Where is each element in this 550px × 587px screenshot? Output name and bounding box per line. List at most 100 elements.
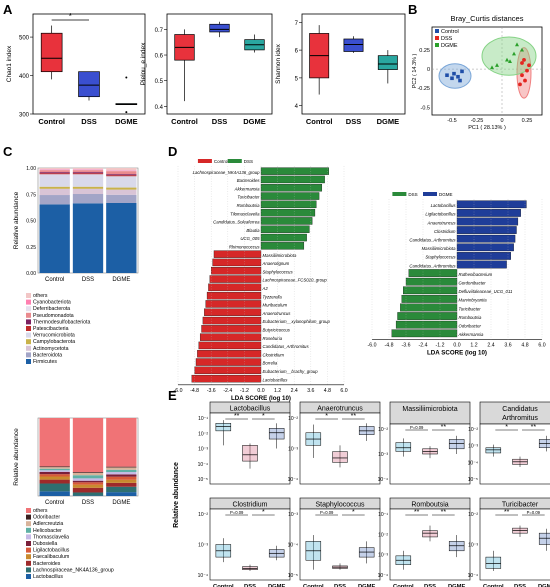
stack-segment bbox=[72, 186, 104, 189]
y-tick-label: 10⁻² bbox=[378, 532, 388, 538]
taxon-label: Defluviitaleaceae_UCG_011 bbox=[459, 289, 514, 294]
y-tick-label: 10⁻³ bbox=[378, 553, 388, 559]
lda-bar bbox=[397, 312, 458, 320]
stack-segment bbox=[72, 487, 104, 493]
panel-c-genus-stacked-bar: Control DSS DGME Relative abundance othersOd… bbox=[13, 417, 139, 580]
stack-segment bbox=[39, 466, 70, 468]
legend-label: Bacteroidota bbox=[33, 352, 62, 358]
point-control bbox=[450, 76, 454, 81]
legend-label: Lactobacillus bbox=[33, 574, 63, 580]
taxon-label: Blautia bbox=[246, 228, 260, 233]
stack-segment bbox=[39, 474, 70, 477]
stack-segment bbox=[72, 480, 104, 483]
x-tick-label: DGME bbox=[538, 584, 550, 587]
stack-segment bbox=[106, 168, 137, 171]
y-tick-label: 10⁻² bbox=[198, 512, 208, 518]
x-tick-label: -0.5 bbox=[447, 118, 456, 124]
legend-swatch bbox=[26, 521, 31, 527]
stack-segment bbox=[39, 470, 70, 472]
x-tick-label: Control bbox=[45, 277, 64, 283]
lda-bar bbox=[191, 374, 262, 383]
x-axis-label: LDA SCORE (log 10) bbox=[231, 395, 291, 402]
x-tick-label: 6.0 bbox=[340, 388, 347, 394]
significance-label: ** bbox=[441, 509, 447, 516]
panel-a-pielou-plot: 0.4 0.5 0.6 0.7 Control DSS DGME Pielou_e index bbox=[140, 13, 273, 126]
y-tick-label: 10⁻³ bbox=[198, 543, 208, 549]
y-tick-label: 10⁻⁴ bbox=[288, 543, 298, 549]
facet-title: Arthromitus bbox=[502, 415, 538, 422]
panel-e-genus-boxplots: Relative abundance Lactobacillus 10⁻¹ 10⁻² 1… bbox=[173, 401, 550, 587]
legend-label: Thomasclavelia bbox=[33, 534, 69, 540]
y-tick-label: 10⁻⁴ bbox=[378, 573, 388, 579]
taxon-label: Turicibacter bbox=[237, 195, 260, 200]
legend-label: Pseudomonadota bbox=[33, 313, 74, 319]
x-tick-label: Control bbox=[38, 117, 65, 126]
lda-bar bbox=[260, 200, 317, 209]
y-tick-label: 0 bbox=[427, 67, 430, 73]
x-tick-label: Control bbox=[303, 584, 324, 587]
taxon-label: Muribaculum bbox=[263, 303, 288, 308]
legend-swatch bbox=[26, 332, 31, 338]
stack-segment bbox=[106, 187, 137, 190]
box-dgme bbox=[377, 55, 398, 70]
x-axis-label: LDA SCORE (log 10) bbox=[427, 350, 487, 357]
y-tick-label: 10⁻³ bbox=[468, 444, 478, 450]
panel-c-phylum-stacked-bar: Control DSS DGME 0.00 0.25 0.50 0.75 1.00 Relati… bbox=[13, 166, 139, 365]
taxon-label: Lachnospiraceae_FCS020_group bbox=[263, 278, 328, 283]
x-tick-label: DSS bbox=[82, 500, 94, 506]
y-tick-label: 10⁻⁵ bbox=[468, 477, 478, 483]
y-axis-label: Chao1 index bbox=[6, 45, 13, 82]
y-axis-label: PC2 ( 14.3% ) bbox=[412, 54, 418, 89]
taxon-label: Staphylococcus bbox=[263, 269, 294, 274]
legend-label: Actinomycetota bbox=[33, 346, 69, 352]
stack-segment bbox=[39, 418, 70, 467]
stack-segment bbox=[106, 418, 137, 467]
taxon-label: Candidatus_Arthromitus bbox=[409, 263, 456, 268]
lda-bar bbox=[391, 329, 458, 338]
legend-label: DSS bbox=[244, 159, 253, 164]
box-dss bbox=[422, 530, 438, 538]
stack-segment bbox=[72, 484, 104, 488]
x-tick-label: -3.6 bbox=[402, 343, 411, 349]
significance-label: ** bbox=[531, 424, 537, 431]
taxon-label: Tyzzerella bbox=[263, 294, 283, 299]
lda-bar bbox=[403, 286, 458, 295]
confidence-ellipse-control bbox=[438, 63, 472, 89]
x-tick-label: DSS bbox=[82, 277, 94, 283]
point-dgme bbox=[490, 65, 494, 70]
x-tick-label: DGME bbox=[243, 117, 266, 126]
facet-title: Massiliimicrobiota bbox=[402, 406, 457, 413]
taxon-label: Candidatus_Arthromitus bbox=[409, 238, 456, 243]
point-dss bbox=[525, 68, 529, 73]
x-tick-label: DSS bbox=[424, 584, 436, 587]
point-dgme bbox=[515, 42, 519, 47]
significance-label: ** bbox=[414, 509, 420, 516]
legend-swatch bbox=[26, 312, 31, 318]
x-tick-label: Control bbox=[171, 117, 198, 126]
stack-segment bbox=[72, 169, 104, 170]
y-tick-label: 10⁻¹ bbox=[198, 416, 208, 422]
lda-bar bbox=[408, 269, 458, 277]
taxon-label: Clostridium bbox=[434, 229, 456, 234]
legend-swatch bbox=[26, 560, 31, 566]
x-tick-label: -1.2 bbox=[240, 388, 249, 394]
stack-segment bbox=[39, 174, 70, 187]
y-tick-label: 10⁻² bbox=[288, 416, 298, 422]
legend-swatch bbox=[26, 534, 31, 540]
y-tick-label: 0.6 bbox=[155, 54, 164, 60]
stack-segment bbox=[72, 475, 104, 479]
significance-label: P=0.09 bbox=[410, 425, 424, 430]
stack-segment bbox=[106, 476, 137, 480]
stack-segment bbox=[72, 193, 104, 204]
taxon-label: UCG_005 bbox=[240, 236, 260, 241]
taxon-label: Ligilactobacillus bbox=[425, 212, 456, 217]
legend-swatch bbox=[26, 326, 31, 331]
taxon-label: Gordonibacter bbox=[459, 281, 487, 286]
taxon-label: Clostridium bbox=[263, 352, 285, 357]
y-tick-label: 10⁻³ bbox=[468, 543, 478, 549]
lda-bar bbox=[201, 325, 262, 333]
y-tick-label: 10⁻³ bbox=[288, 447, 298, 453]
outlier-point bbox=[125, 111, 128, 114]
stack-segment bbox=[39, 195, 70, 205]
